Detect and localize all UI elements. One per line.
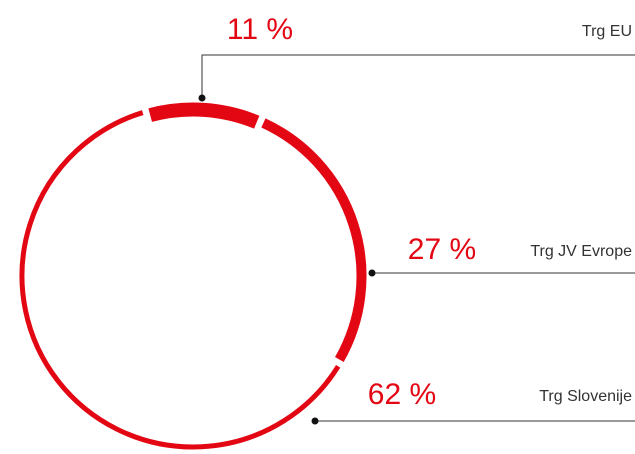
value-label: 11 % bbox=[227, 13, 293, 46]
leader-dot bbox=[198, 94, 206, 102]
donut-segment bbox=[19, 110, 341, 450]
leader-dot bbox=[311, 417, 319, 425]
value-label: 27 % bbox=[408, 233, 476, 266]
donut-segment bbox=[261, 118, 367, 362]
value-label: 62 % bbox=[368, 378, 436, 411]
leader-dot bbox=[368, 269, 376, 277]
category-label: Trg Slovenije bbox=[539, 388, 632, 405]
category-label: Trg JV Evrope bbox=[530, 243, 632, 260]
category-label: Trg EU bbox=[582, 23, 632, 40]
leader-line bbox=[201, 54, 635, 98]
donut-segment bbox=[148, 102, 260, 129]
